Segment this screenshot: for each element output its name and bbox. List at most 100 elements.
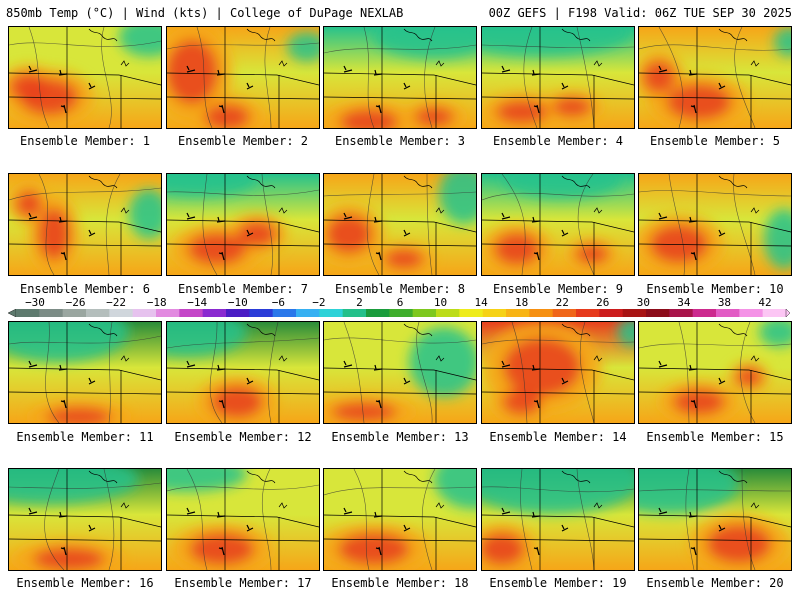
ensemble-member-map xyxy=(481,468,635,571)
state-borders xyxy=(324,27,476,128)
colorbar-tick-label: −26 xyxy=(65,296,86,309)
wind-barbs xyxy=(343,507,411,556)
colorbar-swatch xyxy=(459,309,484,317)
wind-barbs xyxy=(658,65,726,114)
temperature-field xyxy=(482,322,634,423)
colorbar-swatch xyxy=(716,309,740,317)
temperature-field xyxy=(167,27,319,128)
colorbar-swatch xyxy=(296,309,320,317)
map-title: 850mb Temp (°C) | Wind (kts) | College o… xyxy=(6,6,404,20)
wind-barbs xyxy=(28,360,96,409)
wind-barbs xyxy=(186,507,254,556)
isobar-contours xyxy=(9,174,161,275)
colorbar-tick-label: −6 xyxy=(271,296,285,309)
colorbar-swatch xyxy=(412,309,437,317)
state-borders xyxy=(324,174,476,275)
colorbar-swatch xyxy=(86,309,110,317)
state-borders xyxy=(639,27,791,128)
temperature-field xyxy=(482,27,634,128)
ensemble-member-map xyxy=(481,173,635,276)
colorbar-max-arrow xyxy=(785,309,790,317)
colorbar-swatch xyxy=(202,309,227,317)
state-borders xyxy=(324,469,476,570)
wind-barbs xyxy=(186,212,254,261)
colorbar-swatch xyxy=(622,309,647,317)
colorbar-min-arrow xyxy=(8,309,17,317)
state-borders xyxy=(482,322,634,423)
colorbar-swatch xyxy=(482,309,507,317)
ensemble-member-label: Ensemble Member: 18 xyxy=(331,576,469,590)
ensemble-member-map xyxy=(8,468,162,571)
temperature-field xyxy=(639,322,791,423)
ensemble-member-label: Ensemble Member: 13 xyxy=(331,430,469,444)
temperature-field xyxy=(639,27,791,128)
wind-barbs xyxy=(28,507,96,556)
state-borders xyxy=(9,174,161,275)
temperature-field xyxy=(482,469,634,570)
isobar-contours xyxy=(167,469,319,570)
isobar-contours xyxy=(324,469,476,570)
state-borders xyxy=(167,322,319,423)
temperature-field xyxy=(639,174,791,275)
isobar-contours xyxy=(482,27,634,128)
ensemble-member-label: Ensemble Member: 1 xyxy=(19,134,151,148)
colorbar-tick-label: 14 xyxy=(474,296,488,309)
colorbar-swatch xyxy=(739,309,764,317)
wind-barbs xyxy=(501,65,569,114)
ensemble-member-map xyxy=(638,26,792,129)
temperature-field xyxy=(324,322,476,423)
colorbar-swatch xyxy=(529,309,554,317)
ensemble-member-label: Ensemble Member: 2 xyxy=(177,134,309,148)
isobar-contours xyxy=(324,174,476,275)
ensemble-member-map xyxy=(481,321,635,424)
state-borders xyxy=(482,174,634,275)
colorbar-swatch xyxy=(669,309,694,317)
wind-barbs xyxy=(186,65,254,114)
ensemble-member-map xyxy=(8,173,162,276)
temperature-field xyxy=(9,469,161,570)
colorbar-tick-label: 2 xyxy=(356,296,363,309)
state-borders xyxy=(482,27,634,128)
colorbar-swatch xyxy=(342,309,367,317)
colorbar-swatch xyxy=(16,309,40,317)
ensemble-member-map xyxy=(638,468,792,571)
colorbar-swatch xyxy=(62,309,87,317)
colorbar-swatch xyxy=(132,309,157,317)
ensemble-member-map xyxy=(166,26,320,129)
temperature-field xyxy=(9,174,161,275)
wind-barbs xyxy=(343,212,411,261)
colorbar-swatch xyxy=(226,309,250,317)
state-borders xyxy=(167,174,319,275)
ensemble-member-label: Ensemble Member: 12 xyxy=(174,430,312,444)
temperature-field xyxy=(639,469,791,570)
ensemble-member-map xyxy=(638,173,792,276)
ensemble-member-map xyxy=(481,26,635,129)
colorbar-swatch xyxy=(272,309,297,317)
ensemble-member-label: Ensemble Member: 4 xyxy=(492,134,624,148)
wind-barbs xyxy=(501,360,569,409)
state-borders xyxy=(324,322,476,423)
ensemble-member-map xyxy=(638,321,792,424)
isobar-contours xyxy=(9,27,161,128)
ensemble-member-label: Ensemble Member: 16 xyxy=(16,576,154,590)
isobar-contours xyxy=(639,469,791,570)
colorbar-swatch xyxy=(646,309,670,317)
ensemble-member-label: Ensemble Member: 9 xyxy=(492,282,624,296)
isobar-contours xyxy=(167,322,319,423)
wind-barbs xyxy=(28,65,96,114)
wind-barbs xyxy=(501,212,569,261)
colorbar-swatch xyxy=(109,309,134,317)
temperature-field xyxy=(482,174,634,275)
state-borders xyxy=(482,469,634,570)
state-borders xyxy=(9,322,161,423)
ensemble-member-label: Ensemble Member: 8 xyxy=(334,282,466,296)
isobar-contours xyxy=(9,469,161,570)
colorbar-tick-label: −18 xyxy=(146,296,167,309)
state-borders xyxy=(167,469,319,570)
colorbar-tick-label: 34 xyxy=(677,296,691,309)
state-borders xyxy=(9,27,161,128)
temperature-field xyxy=(167,174,319,275)
colorbar-swatch xyxy=(366,309,390,317)
ensemble-member-map xyxy=(166,173,320,276)
state-borders xyxy=(639,322,791,423)
